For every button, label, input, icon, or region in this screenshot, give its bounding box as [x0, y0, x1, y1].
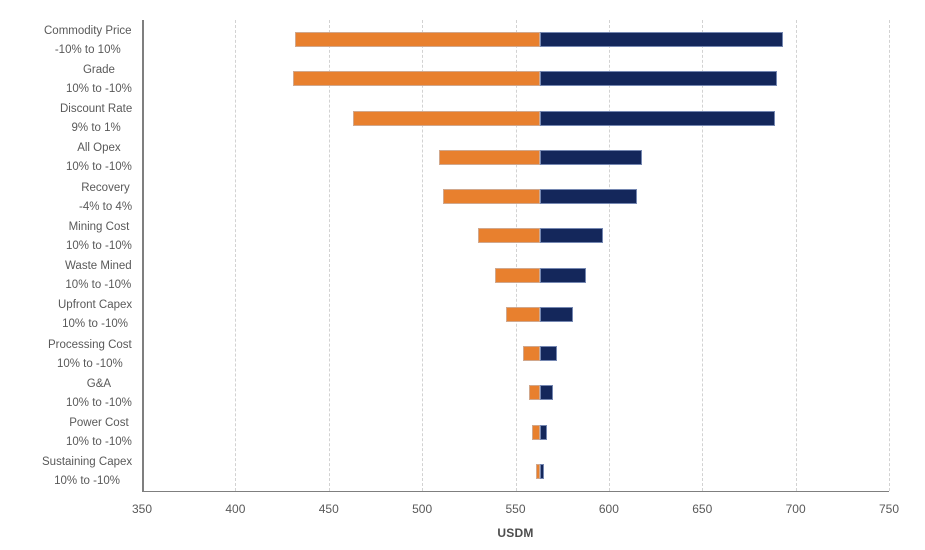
- category-label: Processing Cost 10% to -10%: [48, 336, 132, 374]
- bar-upside-segment: [539, 189, 637, 205]
- x-tick-label-750: 750: [878, 502, 900, 516]
- bar-downside-segment: [506, 306, 540, 322]
- plot-area: [142, 20, 890, 492]
- category-label: All Opex 10% to -10%: [66, 139, 132, 177]
- category-name: All Opex: [77, 142, 121, 155]
- gridline-400: [235, 20, 237, 491]
- category-name: Recovery: [81, 181, 130, 194]
- y-axis-line: [142, 20, 144, 491]
- gridline-450: [328, 20, 330, 491]
- category-range: 10% to -10%: [66, 436, 132, 449]
- category-range: 10% to -10%: [66, 396, 132, 409]
- category-name: Commodity Price: [44, 24, 132, 37]
- bar-upside-segment: [539, 32, 783, 48]
- x-axis-title: USDM: [497, 526, 534, 540]
- bar-upside-segment: [539, 346, 557, 362]
- bar-upside-segment: [539, 385, 553, 401]
- category-range: 10% to -10%: [66, 161, 132, 174]
- category-name: Waste Mined: [65, 260, 132, 273]
- category-range: -10% to 10%: [54, 43, 121, 56]
- bar-downside-segment: [528, 385, 540, 401]
- gridline-650: [702, 20, 704, 491]
- bar-upside-segment: [539, 110, 776, 126]
- category-label: Sustaining Capex 10% to -10%: [42, 453, 132, 491]
- bar-upside-segment: [539, 149, 643, 165]
- category-name: G&A: [86, 377, 112, 390]
- category-label: Discount Rate 9% to 1%: [60, 100, 132, 138]
- category-range: 10% to -10%: [56, 357, 123, 370]
- bar-downside-segment: [293, 71, 540, 87]
- category-name: Grade: [82, 63, 115, 76]
- x-tick-label-400: 400: [225, 502, 246, 516]
- x-tick-label-550: 550: [505, 502, 526, 516]
- bar-downside-segment: [438, 149, 540, 165]
- bar-downside-segment: [536, 463, 540, 479]
- x-tick-label-700: 700: [785, 502, 806, 516]
- gridline-550: [515, 20, 517, 491]
- bar-downside-segment: [532, 424, 540, 440]
- category-name: Power Cost: [69, 417, 129, 430]
- category-name: Sustaining Capex: [42, 456, 133, 469]
- x-tick-label-350: 350: [131, 502, 153, 516]
- category-label: Upfront Capex 10% to -10%: [58, 296, 132, 334]
- bar-upside-segment: [539, 424, 548, 440]
- gridline-600: [608, 20, 610, 491]
- bar-upside-segment: [539, 267, 587, 283]
- bar-upside-segment: [539, 463, 544, 479]
- x-tick-label-600: 600: [598, 502, 619, 516]
- bar-upside-segment: [539, 306, 574, 322]
- x-tick-label-450: 450: [318, 502, 339, 516]
- category-range: 10% to -10%: [62, 318, 128, 331]
- bar-downside-segment: [522, 346, 540, 362]
- category-label: Grade 10% to -10%: [66, 61, 132, 99]
- category-label: Recovery -4% to 4%: [79, 179, 132, 217]
- category-name: Discount Rate: [60, 103, 133, 116]
- category-range: 10% to -10%: [66, 82, 132, 95]
- category-name: Upfront Capex: [58, 299, 133, 312]
- gridline-500: [422, 20, 424, 491]
- bar-downside-segment: [353, 110, 540, 126]
- category-range: 10% to -10%: [54, 475, 120, 488]
- category-label: Commodity Price -10% to 10%: [44, 22, 132, 60]
- category-label: Power Cost 10% to -10%: [66, 414, 132, 452]
- category-range: 9% to 1%: [71, 122, 121, 135]
- category-name: Processing Cost: [48, 338, 132, 351]
- category-label: Waste Mined 10% to -10%: [65, 257, 132, 295]
- category-label: G&A 10% to -10%: [66, 375, 132, 413]
- bar-downside-segment: [478, 228, 540, 244]
- bar-downside-segment: [494, 267, 540, 283]
- bar-upside-segment: [539, 228, 604, 244]
- category-range: -4% to 4%: [79, 200, 133, 213]
- bar-upside-segment: [539, 71, 777, 87]
- category-range: 10% to -10%: [66, 239, 132, 252]
- x-axis-line: [142, 490, 889, 492]
- x-tick-label-500: 500: [412, 502, 433, 516]
- category-label: Mining Cost 10% to -10%: [66, 218, 132, 256]
- category-range: 10% to -10%: [65, 279, 132, 292]
- category-name: Mining Cost: [68, 220, 130, 233]
- gridline-700: [795, 20, 797, 491]
- gridline-750: [889, 20, 890, 491]
- bar-downside-segment: [295, 32, 540, 48]
- x-tick-label-650: 650: [692, 502, 713, 516]
- bar-downside-segment: [442, 189, 540, 205]
